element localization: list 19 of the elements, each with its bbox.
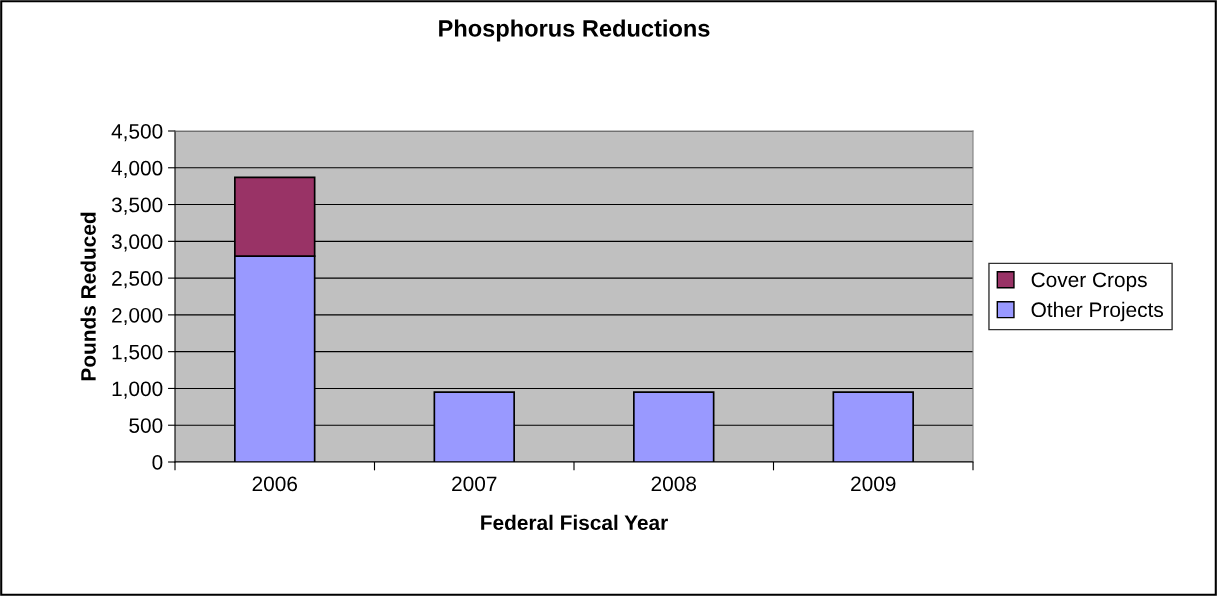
legend-label: Other Projects (1031, 301, 1164, 322)
x-tick-label: 2009 (851, 476, 896, 492)
y-tick-label: 500 (129, 418, 163, 433)
chart-title: Phosphorus Reductions (439, 19, 710, 42)
y-tick-label: 2,000 (112, 307, 163, 326)
y-tick-label: 1,000 (112, 381, 163, 399)
x-tick-label: 2006 (252, 476, 298, 492)
y-tick-label: 3,500 (111, 197, 163, 215)
y-tick-label: 4,000 (111, 160, 163, 178)
y-tick-label: 4,500 (111, 124, 163, 142)
y-axis-title: Pounds Reduced (80, 212, 96, 381)
x-tick-label: 2008 (651, 476, 697, 492)
y-tick-label: 3,000 (111, 234, 163, 252)
x-tick-label: 2007 (452, 476, 497, 492)
legend-label: Cover Crops (1031, 272, 1147, 292)
y-tick-label: 2,500 (112, 271, 163, 289)
y-tick-label: 0 (152, 455, 163, 470)
y-tick-label: 1,500 (112, 344, 163, 362)
x-axis-title: Federal Fiscal Year (481, 514, 668, 531)
